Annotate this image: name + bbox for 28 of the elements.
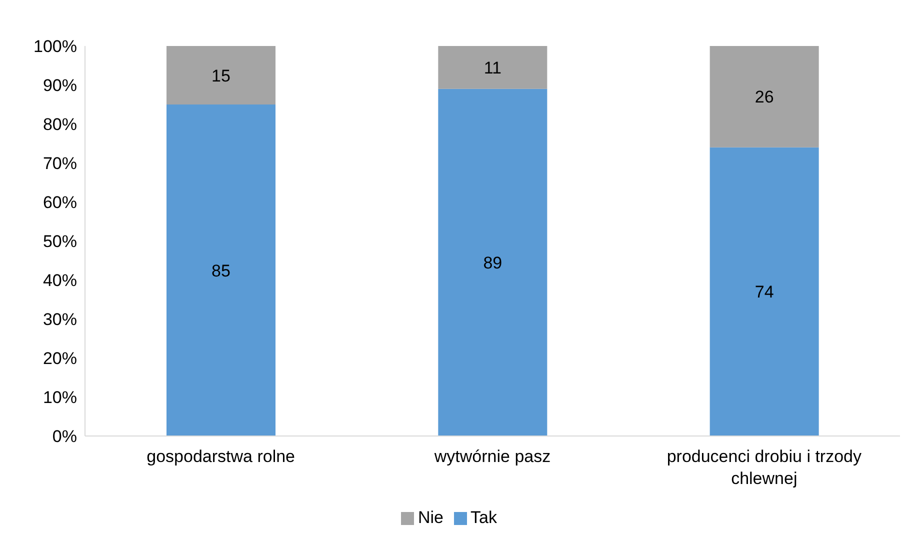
data-label: 85 xyxy=(212,261,230,280)
x-tick-label: producenci drobiu i trzody chlewnej xyxy=(666,447,862,488)
y-tick-label: 60% xyxy=(42,193,77,212)
bar xyxy=(438,46,548,89)
y-tick-label: 70% xyxy=(42,154,77,174)
y-tick-label: 20% xyxy=(42,349,77,368)
data-label: 89 xyxy=(483,253,502,272)
legend-label: Nie xyxy=(418,508,444,527)
y-tick-label: 100% xyxy=(34,37,77,56)
y-tick-label: 40% xyxy=(42,271,77,290)
y-tick-label: 50% xyxy=(42,232,77,252)
y-tick-label: 0% xyxy=(52,427,77,446)
bar xyxy=(166,104,276,436)
bar xyxy=(710,46,819,148)
y-tick-label: 80% xyxy=(42,115,77,134)
bar xyxy=(166,46,276,104)
y-tick-label: 30% xyxy=(42,310,77,330)
x-tick-label: gospodarstwa rolne xyxy=(146,447,296,466)
data-label: 74 xyxy=(754,282,774,302)
y-tick-label: 10% xyxy=(42,388,77,408)
bar xyxy=(710,147,819,436)
data-label: 26 xyxy=(754,88,774,107)
data-label: 15 xyxy=(212,66,230,86)
data-label: 11 xyxy=(484,58,502,78)
bar xyxy=(438,88,548,436)
x-tick-label: wytwórnie pasz xyxy=(433,447,551,466)
legend-label: Tak xyxy=(470,508,497,527)
y-tick-label: 90% xyxy=(42,76,77,96)
